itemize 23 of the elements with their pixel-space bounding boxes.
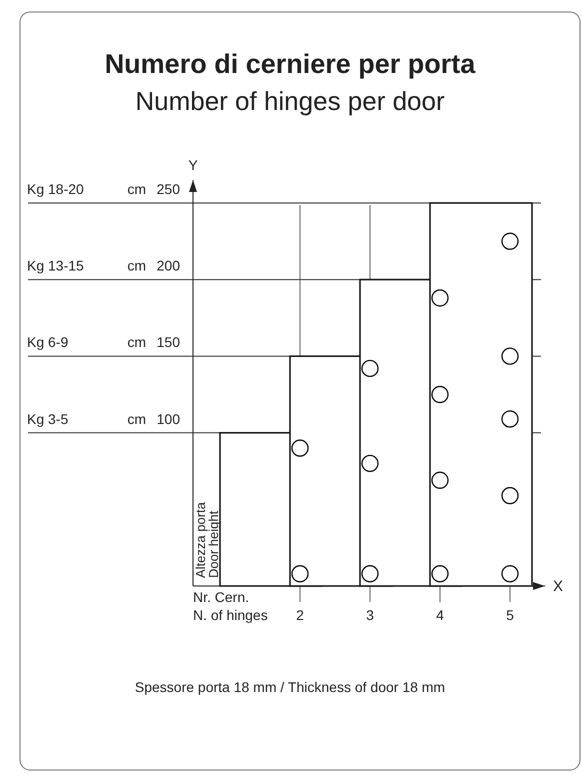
text: Y (188, 157, 198, 173)
text: Kg 3-5 (27, 410, 68, 427)
text: cm (127, 334, 146, 350)
x-tick-label: 5 (506, 607, 514, 623)
text: cm (127, 410, 146, 427)
y-tick-label: 200 (156, 258, 180, 274)
x-axis-title: Nr. Cern. N. of hinges (193, 589, 268, 623)
y-tick-label: 100 (156, 410, 180, 427)
text: cm (127, 180, 146, 197)
chart-subtitle: Number of hinges per door (135, 86, 445, 116)
text: Kg 13-15 (27, 258, 84, 274)
y-tick-label: 150 (156, 334, 180, 350)
x-tick-label: 3 (366, 607, 374, 623)
text: X (553, 578, 564, 595)
text: Kg 6-9 (27, 334, 68, 350)
x-tick-label: 2 (296, 607, 304, 623)
text: cm (127, 258, 146, 274)
y-axis-title: Altezza porta Door height (193, 501, 221, 578)
text: Kg 18-20 (27, 180, 84, 197)
x-tick-label: 4 (436, 607, 444, 623)
chart-title: Numero di cerniere per porta (104, 49, 476, 79)
text: Spessore porta 18 mm / Thickness of door 18 mm (134, 679, 446, 695)
y-tick-label: 250 (156, 180, 180, 197)
